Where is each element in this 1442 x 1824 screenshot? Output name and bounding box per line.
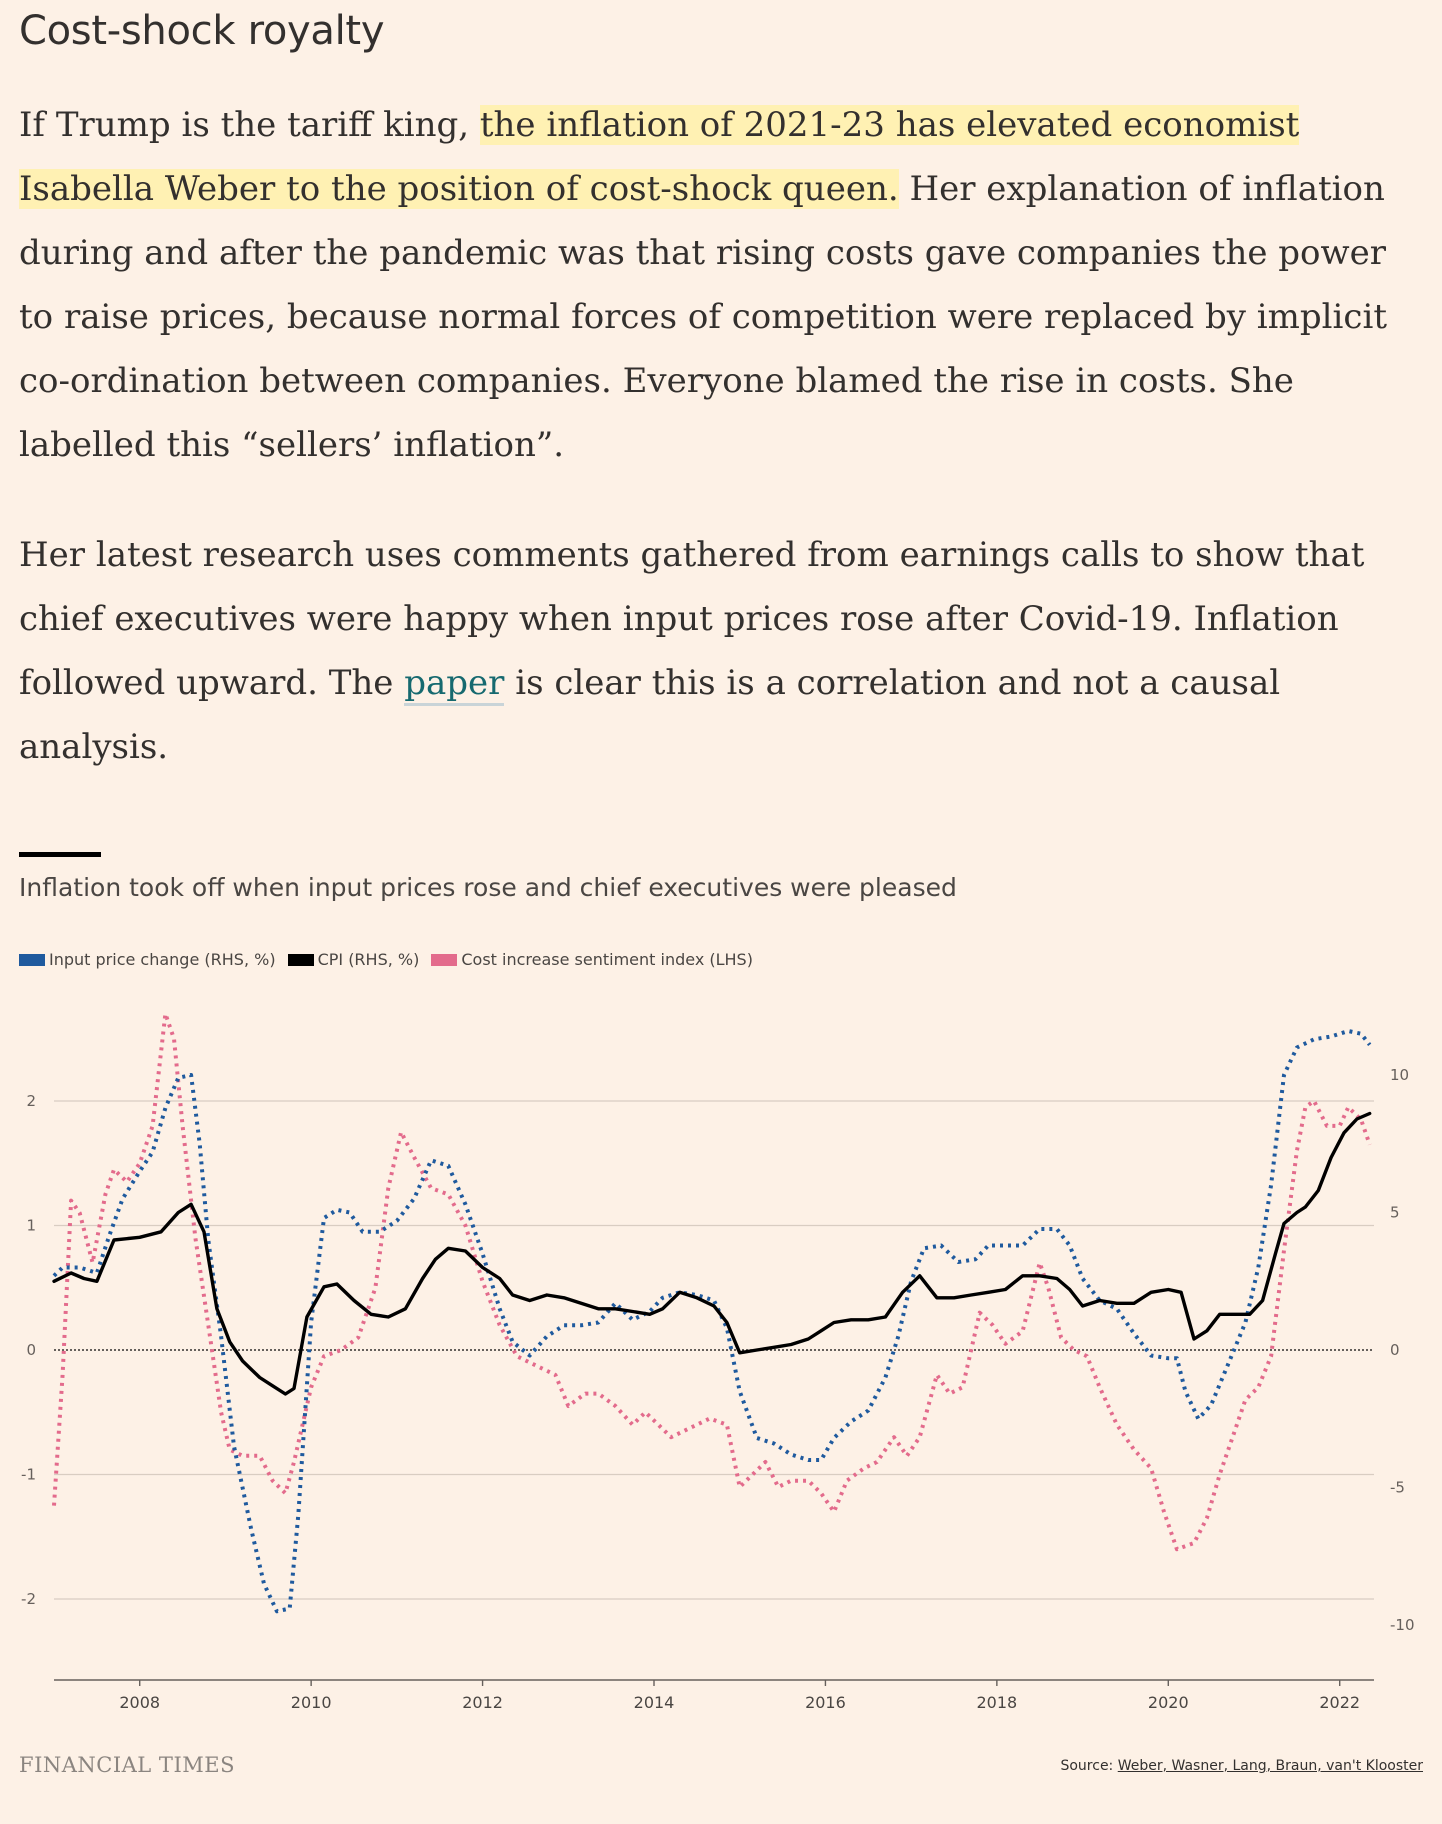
- chart-series: [52, 1011, 1372, 1614]
- x-tick-label: 2020: [1148, 1693, 1189, 1712]
- article-paragraph-1: If Trump is the tariff king, the inflati…: [19, 93, 1423, 477]
- x-tick-label: 2010: [291, 1693, 332, 1712]
- chart-source: Source: Weber, Wasner, Lang, Braun, van'…: [1060, 1758, 1423, 1774]
- paper-link[interactable]: paper: [404, 663, 505, 706]
- ft-logo: FINANCIAL TIMES: [19, 1753, 235, 1777]
- chart-legend: Input price change (RHS, %) CPI (RHS, %)…: [19, 950, 765, 969]
- paragraph-text: is clear this is a correlation and not a…: [19, 663, 1281, 767]
- chart-gridlines: [54, 1100, 1374, 1600]
- left-tick-label: -1: [21, 1466, 36, 1484]
- input-price-line: [52, 1029, 1372, 1614]
- legend-swatch-sentiment: [431, 953, 458, 966]
- cpi-line: [52, 1111, 1372, 1396]
- legend-item-sentiment: Cost increase sentiment index (LHS): [431, 950, 753, 969]
- x-tick-label: 2018: [976, 1693, 1017, 1712]
- chart-title: Inflation took off when input prices ros…: [19, 873, 957, 902]
- source-link[interactable]: Weber, Wasner, Lang, Braun, van't Kloost…: [1117, 1758, 1423, 1774]
- left-tick-label: 1: [26, 1217, 36, 1235]
- legend-swatch-input: [19, 953, 45, 966]
- sentiment-line: [52, 1011, 1372, 1552]
- legend-label-cpi: CPI (RHS, %): [317, 950, 420, 969]
- article-paragraph-2: Her latest research uses comments gather…: [19, 523, 1423, 779]
- right-tick-label: 5: [1390, 1204, 1400, 1222]
- left-tick-label: 2: [26, 1092, 36, 1110]
- article-subheading: Cost-shock royalty: [19, 8, 385, 54]
- legend-label-sentiment: Cost increase sentiment index (LHS): [461, 950, 753, 969]
- x-tick-label: 2022: [1319, 1693, 1360, 1712]
- x-tick-label: 2008: [119, 1693, 160, 1712]
- left-tick-label: 0: [26, 1341, 36, 1359]
- paragraph-text: If Trump is the tariff king,: [19, 105, 480, 145]
- left-tick-label: -2: [21, 1590, 36, 1608]
- right-tick-label: -10: [1390, 1616, 1415, 1634]
- legend-swatch-cpi: [287, 953, 314, 966]
- paragraph-text: Her explanation of inflation during and …: [19, 169, 1388, 465]
- legend-item-input: Input price change (RHS, %): [19, 950, 276, 969]
- x-tick-label: 2016: [805, 1693, 846, 1712]
- paragraph-text: Her latest research uses comments gather…: [19, 535, 1365, 703]
- right-tick-label: -5: [1390, 1479, 1405, 1497]
- right-tick-label: 10: [1390, 1066, 1409, 1084]
- source-prefix: Source:: [1060, 1758, 1118, 1774]
- chart-divider-rule: [19, 852, 101, 857]
- legend-label-input: Input price change (RHS, %): [49, 950, 276, 969]
- x-tick-label: 2014: [634, 1693, 675, 1712]
- legend-item-cpi: CPI (RHS, %): [287, 950, 420, 969]
- right-tick-label: 0: [1390, 1341, 1400, 1359]
- x-tick-label: 2012: [462, 1693, 503, 1712]
